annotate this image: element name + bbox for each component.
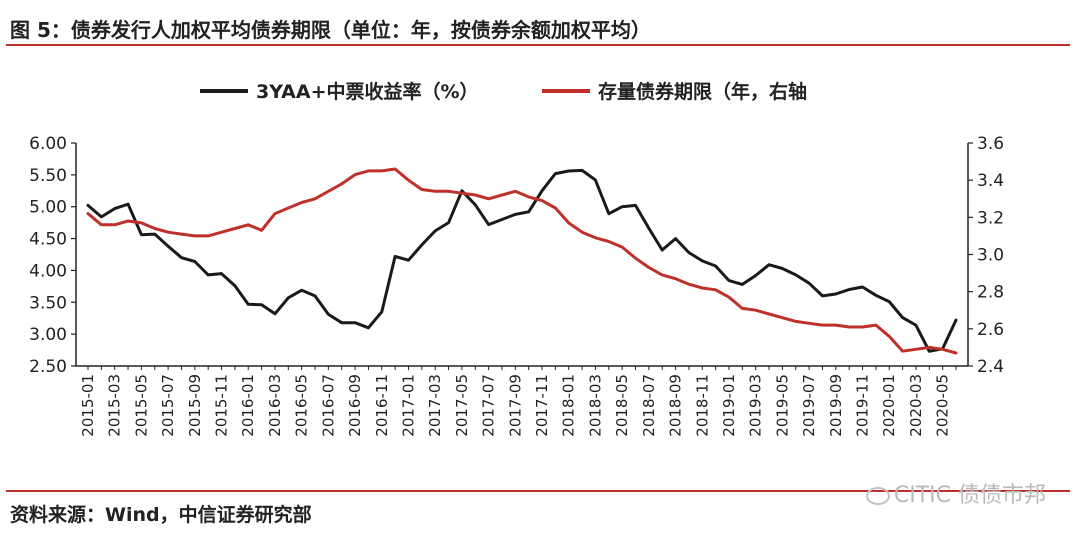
x-tick-label: 2019-07 [800,374,818,437]
x-tick-label: 2019-11 [854,374,872,437]
chart-title: 图 5：债券发行人加权平均债券期限（单位：年，按债券余额加权平均） [10,18,651,42]
y-left-tick-label: 5.00 [29,198,67,218]
x-tick-label: 2020-03 [907,374,925,437]
x-tick-label: 2018-11 [693,374,711,437]
legend: 3YAA+中票收益率（%） 存量债券期限（年，右轴 [200,80,807,103]
bottom-divider [6,490,1070,492]
y-left-tick-label: 6.00 [29,134,67,154]
series-line-yield [86,168,958,353]
x-tick-label: 2020-01 [880,374,898,437]
x-tick-label: 2017-05 [453,374,471,437]
x-tick-label: 2018-09 [667,374,685,437]
y-left-tick-label: 4.00 [29,261,67,281]
x-tick-label: 2018-01 [560,374,578,437]
y-right-tick-label: 3.4 [977,171,1004,191]
x-tick-label: 2018-05 [613,374,631,437]
x-tick-label: 2019-09 [827,374,845,437]
x-tick-label: 2018-07 [640,374,658,437]
x-tick-label: 2019-03 [747,374,765,437]
x-tick-label: 2019-05 [773,374,791,437]
source-note: 资料来源：Wind，中信证券研究部 [10,504,312,526]
x-tick-label: 2016-03 [266,374,284,437]
x-tick-label: 2015-05 [132,374,150,437]
y-left-tick-label: 4.50 [29,230,67,250]
x-tick-label: 2020-05 [934,374,952,437]
y-right-tick-label: 2.4 [977,357,1004,377]
y-right-tick-label: 3.2 [977,208,1004,228]
wechat-icon [865,487,890,505]
x-tick-label: 2016-01 [239,374,257,437]
x-tick-label: 2016-11 [373,374,391,437]
watermark: CITIC 债债市邦 [865,477,1046,509]
x-tick-label: 2016-07 [319,374,337,437]
y-right-tick-label: 3.0 [977,246,1004,266]
x-tick-label: 2015-11 [213,374,231,437]
x-tick-label: 2015-07 [159,374,177,437]
x-tick-label: 2017-01 [399,374,417,437]
watermark-text: CITIC 债债市邦 [893,483,1046,508]
top-divider [6,44,1070,46]
legend-label: 存量债券期限（年，右轴 [598,80,807,103]
x-tick-label: 2019-01 [720,374,738,437]
x-tick-label: 2017-11 [533,374,551,437]
x-tick-label: 2015-03 [106,374,124,437]
x-tick-label: 2015-01 [79,374,97,437]
x-tick-label: 2016-05 [293,374,311,437]
x-tick-label: 2015-09 [186,374,204,437]
chart-canvas: 3YAA+中票收益率（%） 存量债券期限（年，右轴 6.00 5.50 5.00 4.5… [29,80,1004,437]
series-line-duration [86,167,958,355]
y-right-tick-label: 2.8 [977,283,1004,303]
legend-label: 3YAA+中票收益率（%） [256,80,479,103]
y-right-tick-label: 3.6 [977,134,1004,154]
x-tick-label: 2017-07 [480,374,498,437]
y-left-tick-label: 2.50 [29,357,67,377]
y-left-tick-label: 3.00 [29,325,67,345]
y-right-tick-label: 2.6 [977,320,1004,340]
y-left-tick-label: 5.50 [29,166,67,186]
x-tick-label: 2017-09 [506,374,524,437]
x-tick-label: 2018-03 [586,374,604,437]
x-tick-label: 2017-03 [426,374,444,437]
axes: 6.00 5.50 5.00 4.50 4.00 3.50 3.00 2.50 3.6 3.4 3.… [29,134,1004,437]
series-group [86,167,958,355]
y-left-tick-label: 3.50 [29,293,67,313]
x-tick-label: 2016-09 [346,374,364,437]
